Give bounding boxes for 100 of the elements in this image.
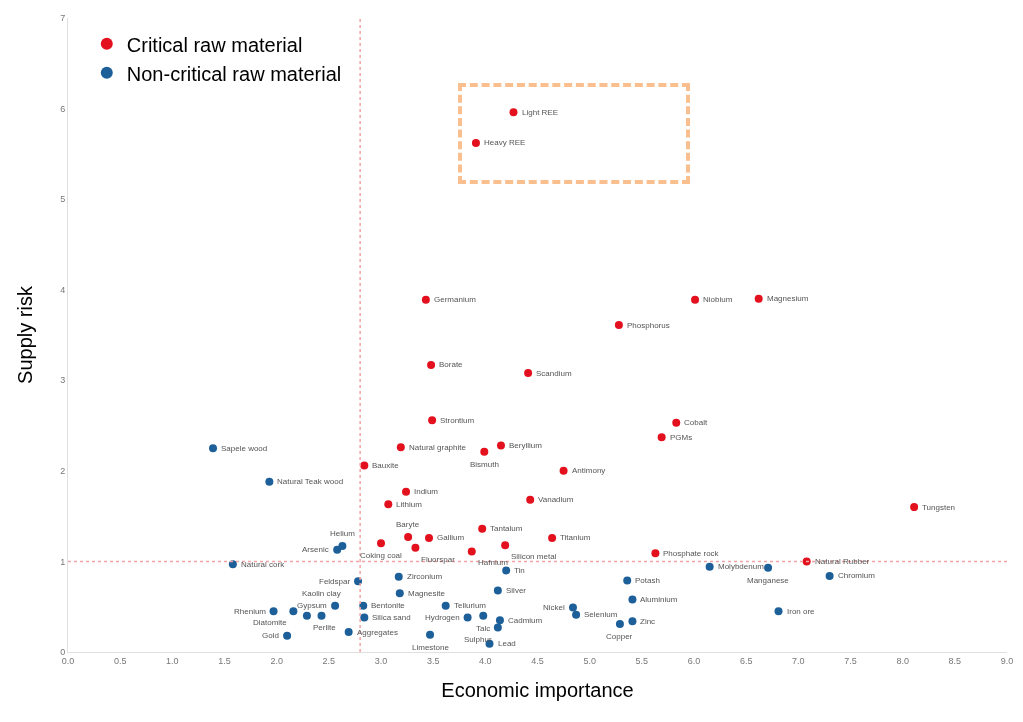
point	[411, 543, 420, 552]
legend-label: Non-critical raw material	[126, 62, 342, 85]
point	[228, 560, 237, 569]
point	[359, 601, 368, 610]
annotation: Scandium	[536, 369, 572, 378]
annotation: Selenium	[584, 610, 618, 619]
point	[705, 562, 714, 571]
y-tick-label: 0	[60, 647, 66, 658]
annotation: Cobalt	[684, 418, 708, 427]
annotation: Lithium	[396, 500, 423, 509]
annotation: Beryllium	[509, 441, 543, 450]
annotation: Strontium	[440, 416, 475, 425]
annotation: Iron ore	[787, 607, 816, 616]
annotation: Nickel	[543, 603, 565, 612]
point	[428, 416, 437, 425]
annotation: Aluminium	[640, 595, 678, 604]
point	[478, 524, 487, 533]
point	[317, 611, 326, 620]
point	[493, 586, 502, 595]
annotation: Baryte	[396, 520, 420, 529]
point	[404, 532, 413, 541]
point	[691, 295, 700, 304]
y-tick-label: 5	[60, 194, 66, 205]
point	[493, 623, 502, 632]
x-tick-label: 1.0	[166, 655, 179, 666]
annotation: Sulphur	[464, 635, 492, 644]
annotation: Feldspar	[319, 577, 351, 586]
y-tick-label: 6	[60, 103, 66, 114]
x-tick-label: 4.5	[531, 655, 544, 666]
point	[302, 611, 311, 620]
annotation: Magnesium	[767, 294, 809, 303]
point	[394, 572, 403, 581]
annotation: Heavy REE	[484, 138, 526, 147]
x-tick-label: 3.5	[426, 655, 440, 666]
annotation: Borate	[439, 360, 464, 369]
point	[333, 545, 342, 554]
point	[421, 295, 430, 304]
legend-label: Critical raw material	[126, 33, 303, 56]
annotation: Arsenic	[302, 545, 329, 554]
annotation: Magnesite	[408, 589, 446, 598]
y-axis-title: Supply risk	[13, 285, 36, 384]
point	[614, 321, 623, 330]
point	[289, 607, 298, 616]
annotation: Tungsten	[922, 503, 956, 512]
annotation: Talc	[476, 624, 491, 633]
annotation: PGMs	[670, 433, 693, 442]
x-tick-label: 8.0	[896, 655, 909, 666]
point	[265, 477, 274, 486]
annotation: Germanium	[434, 295, 477, 304]
annotation: Phosphorus	[627, 321, 670, 330]
annotation: Copper	[606, 632, 633, 641]
annotation: Fluorspar	[421, 555, 456, 564]
x-tick-label: 9.0	[1000, 655, 1014, 666]
annotation: Chromium	[838, 571, 876, 580]
point	[424, 533, 433, 542]
annotation: Gallium	[437, 533, 465, 542]
x-tick-label: 1.5	[218, 655, 231, 666]
x-tick-label: 6.5	[739, 655, 753, 666]
point	[825, 571, 834, 580]
annotation: Aggregates	[357, 628, 398, 637]
point	[283, 631, 292, 640]
point	[463, 613, 472, 622]
annotation: Natural Teak wood	[277, 477, 344, 486]
point	[572, 610, 581, 619]
point	[496, 441, 505, 450]
x-tick-label: 2.0	[270, 655, 283, 666]
point	[615, 619, 624, 628]
annotation: Coking coal	[360, 551, 403, 560]
point	[360, 613, 369, 622]
point	[209, 444, 218, 453]
point	[910, 503, 919, 512]
annotation: Hafnium	[478, 558, 509, 567]
annotation: Tantalum	[490, 524, 523, 533]
annotation: Silver	[506, 586, 527, 595]
point	[426, 630, 435, 639]
point	[526, 495, 535, 504]
annotation: Limestone	[412, 643, 450, 652]
annotation: Cadmium	[508, 616, 543, 625]
point	[548, 533, 557, 542]
point	[672, 418, 681, 427]
point	[657, 433, 666, 442]
annotation: Lead	[498, 639, 516, 648]
x-axis-title: Economic importance	[441, 679, 634, 702]
annotation: Gypsum	[297, 601, 328, 610]
annotation: Silicon metal	[511, 552, 557, 561]
annotation: Bauxite	[372, 461, 400, 470]
point	[802, 557, 811, 566]
annotation: Zinc	[640, 617, 656, 626]
annotation: Sapele wood	[221, 444, 268, 453]
annotation: Zirconium	[407, 572, 443, 581]
annotation: Antimony	[572, 466, 606, 475]
annotation: Diatomite	[253, 618, 288, 627]
point	[754, 294, 763, 303]
x-tick-label: 8.5	[948, 655, 962, 666]
annotation: Tellurium	[454, 601, 487, 610]
point	[501, 541, 510, 550]
x-tick-label: 0.5	[113, 655, 127, 666]
point	[377, 539, 385, 548]
x-tick-label: 7.5	[844, 655, 857, 666]
point	[467, 547, 476, 556]
